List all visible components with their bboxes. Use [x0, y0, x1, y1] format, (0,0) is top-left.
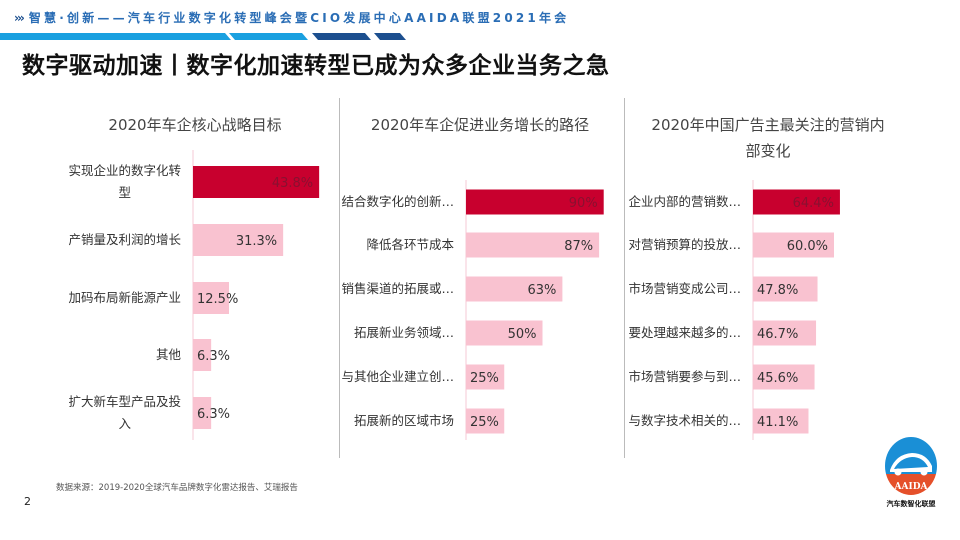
bar: [466, 320, 543, 346]
category-label: 其他: [156, 347, 182, 362]
category-label: 对营销预算的投放…: [628, 237, 741, 252]
data-label: 25%: [470, 415, 499, 430]
category-label: 产销量及利润的增长: [68, 232, 181, 247]
data-label: 45.6%: [757, 371, 798, 386]
category-label: 扩大新车型产品及投入: [68, 394, 181, 431]
category-label: 与数字技术相关的…: [628, 413, 741, 428]
bar: [753, 364, 815, 390]
bar: [466, 408, 505, 434]
bar: [753, 276, 818, 302]
data-label: 46.7%: [757, 327, 798, 342]
data-label: 43.8%: [272, 176, 313, 191]
aaida-logo: AAIDA 汽车数智化联盟: [885, 437, 937, 508]
category-label: 市场营销要参与到…: [628, 369, 741, 384]
data-label: 90%: [569, 196, 598, 211]
panel-divider: [624, 98, 625, 458]
data-label: 47.8%: [757, 283, 798, 298]
logo-text: AAIDA: [894, 482, 929, 492]
bar: [193, 339, 212, 371]
bar: [193, 166, 320, 198]
bar: [753, 232, 834, 258]
data-label: 25%: [470, 371, 499, 386]
chart-1-title: 2020年车企核心战略目标: [108, 116, 282, 134]
data-label: 50%: [508, 327, 537, 342]
data-label: 6.3%: [197, 349, 230, 364]
event-banner-text: 智慧·创新——汽车行业数字化转型峰会暨CIO发展中心AAIDA联盟2021年会: [28, 11, 570, 25]
bar: [466, 364, 505, 390]
category-label: 拓展新业务领域…: [354, 325, 454, 340]
bar: [193, 397, 212, 429]
chart-3-title: 2020年中国广告主最关注的营销内部变化: [651, 116, 885, 160]
data-label: 31.3%: [236, 234, 277, 249]
data-label: 64.4%: [793, 196, 834, 211]
category-label: 加码布局新能源产业: [68, 290, 181, 305]
data-label: 41.1%: [757, 415, 798, 430]
data-label: 63%: [527, 283, 556, 298]
header-stripes: [0, 33, 406, 40]
bar: [193, 224, 284, 256]
category-label: 结合数字化的创新…: [341, 194, 454, 209]
bar: [466, 232, 600, 258]
category-label: 市场营销变成公司…: [628, 281, 741, 296]
page-title: 数字驱动加速丨数字化加速转型已成为众多企业当务之急: [22, 53, 610, 79]
logo-caption: 汽车数智化联盟: [887, 499, 936, 508]
page-number: 2: [24, 495, 31, 508]
bar: [466, 276, 563, 302]
data-label: 6.3%: [197, 407, 230, 422]
bar: [193, 282, 229, 314]
category-label: 要处理越来越多的…: [628, 325, 741, 340]
category-label: 企业内部的营销数…: [628, 194, 741, 209]
bar: [753, 189, 840, 215]
data-label: 60.0%: [787, 239, 828, 254]
data-label: 87%: [564, 239, 593, 254]
category-label: 拓展新的区域市场: [354, 413, 454, 428]
category-label: 与其他企业建立创…: [341, 369, 454, 384]
category-label: 降低各环节成本: [366, 237, 454, 252]
bar: [753, 320, 817, 346]
bar: [466, 189, 604, 215]
bar: [753, 408, 809, 434]
data-source: 数据来源：2019-2020全球汽车品牌数字化雷达报告、艾瑞报告: [56, 483, 298, 493]
chart-2-title: 2020年车企促进业务增长的路径: [370, 116, 590, 134]
event-banner: ››› 智慧·创新——汽车行业数字化转型峰会暨CIO发展中心AAIDA联盟2021…: [14, 9, 569, 26]
category-label: 销售渠道的拓展或…: [341, 281, 454, 296]
category-label: 实现企业的数字化转型: [68, 163, 181, 200]
panel-divider: [339, 98, 340, 458]
data-label: 12.5%: [197, 292, 238, 307]
chevrons-icon: ›››: [14, 11, 25, 25]
